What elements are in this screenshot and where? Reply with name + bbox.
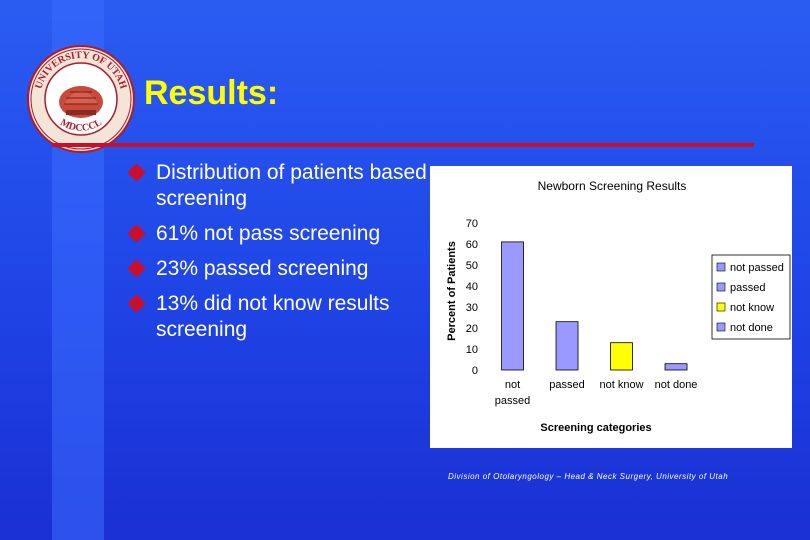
- bullet-item: Distribution of patients based screening: [127, 160, 428, 212]
- y-tick-label: 70: [466, 218, 478, 230]
- legend-label: passed: [730, 282, 765, 294]
- diamond-bullet-icon: [127, 163, 146, 182]
- bar-chart: Newborn Screening Results Percent of Pat…: [446, 179, 791, 434]
- chart-title: Newborn Screening Results: [538, 179, 687, 193]
- x-tick-label: not passed: [495, 379, 530, 407]
- bar-chart-panel: Newborn Screening Results Percent of Pat…: [430, 166, 792, 448]
- bar: [501, 241, 524, 371]
- legend-label: not done: [730, 322, 773, 334]
- y-tick-label: 50: [466, 260, 478, 272]
- bullet-text: 61% not pass screening: [156, 222, 381, 245]
- x-tick-label: not done: [655, 379, 698, 391]
- legend-label: not passed: [730, 262, 784, 274]
- legend-swatch: [716, 262, 726, 272]
- bullet-list: Distribution of patients based screening…: [127, 160, 428, 352]
- y-tick-label: 60: [466, 239, 478, 251]
- x-tick-label: passed: [549, 379, 584, 391]
- legend-swatch: [716, 302, 726, 312]
- bullet-text: Distribution of patients based screening: [156, 161, 427, 210]
- y-tick-label: 40: [466, 281, 478, 293]
- bar: [555, 321, 579, 371]
- x-tick-label: not know: [600, 379, 644, 391]
- plot-area: 0 10 20 30 40 50 60 70 not passed passed not know no…: [466, 218, 698, 407]
- footer-credit: Division of Otolaryngology – Head & Neck…: [448, 472, 729, 481]
- title-divider: [52, 143, 754, 147]
- bullet-item: 61% not pass screening: [127, 221, 428, 247]
- legend-label: not know: [730, 302, 774, 314]
- diamond-bullet-icon: [127, 224, 146, 243]
- y-tick-label: 0: [472, 365, 478, 377]
- legend-swatch: [716, 282, 726, 292]
- y-tick-label: 20: [466, 323, 478, 335]
- y-tick-label: 10: [466, 344, 478, 356]
- y-axis-label: Percent of Patients: [446, 241, 458, 341]
- diamond-bullet-icon: [127, 259, 146, 278]
- y-tick-label: 30: [466, 302, 478, 314]
- legend-swatch: [716, 322, 726, 332]
- bullet-text: 13% did not know results screening: [156, 292, 390, 341]
- diamond-bullet-icon: [127, 294, 146, 313]
- bullet-item: 13% did not know results screening: [127, 291, 428, 343]
- bar: [664, 363, 688, 371]
- bar: [610, 342, 633, 371]
- chart-legend: not passed passed not know not done: [711, 254, 791, 340]
- bullet-item: 23% passed screening: [127, 256, 428, 282]
- x-axis-label: Screening categories: [540, 422, 651, 434]
- bullet-text: 23% passed screening: [156, 257, 369, 280]
- svg-text:MDCCCL: MDCCCL: [58, 117, 104, 134]
- slide-title: Results:: [144, 74, 279, 112]
- university-seal-logo: UNIVERSITY OF UTAH MDCCCL: [27, 45, 135, 153]
